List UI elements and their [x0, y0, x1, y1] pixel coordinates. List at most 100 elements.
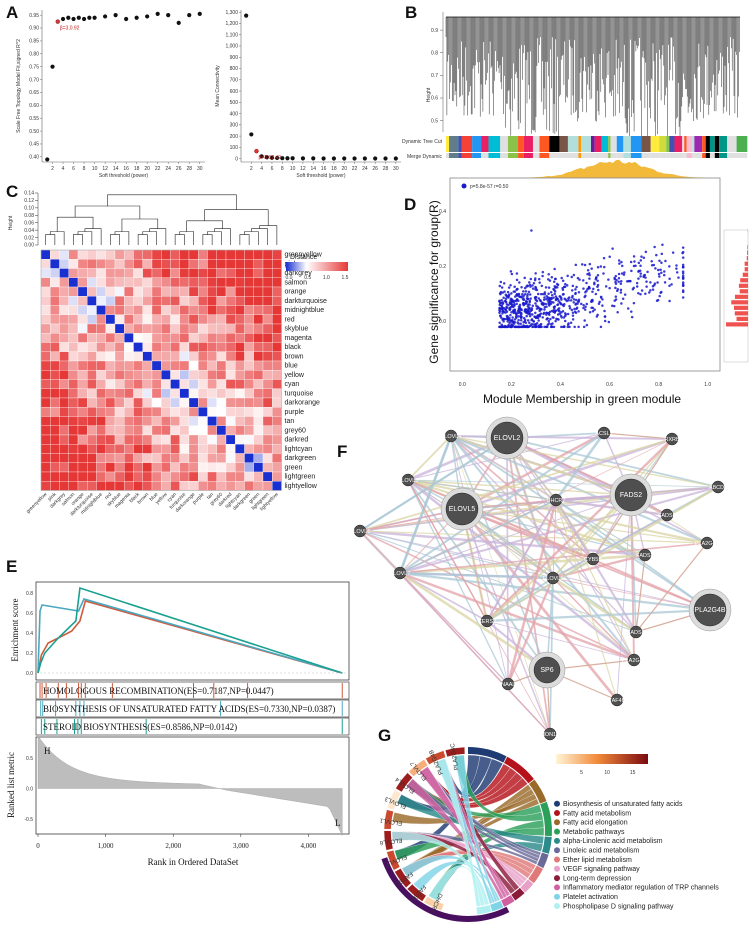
c-heatmap-cell [68, 360, 79, 371]
c-heatmap-cell [179, 462, 190, 473]
c-heatmap-cell [235, 286, 245, 297]
d-point [525, 314, 528, 318]
d-point [528, 321, 531, 324]
d-point [583, 295, 586, 299]
d-point [547, 303, 550, 306]
d-hist-bar [747, 250, 748, 255]
d-point [500, 323, 504, 327]
f-node [501, 677, 515, 691]
c-heatmap-cell [235, 416, 245, 426]
c-heatmap-cell [170, 268, 180, 278]
c-col-label: greenyellow [25, 491, 48, 514]
c-heatmap-cell [272, 407, 282, 417]
c-heatmap-cell [161, 305, 171, 315]
c-heatmap-cell [170, 425, 180, 436]
c-heatmap-cell [114, 259, 125, 269]
c-row-label: grey60 [285, 427, 307, 434]
c-heatmap-cell [225, 481, 236, 491]
d-point [524, 311, 528, 314]
c-heatmap-cell [179, 286, 190, 297]
panel-label-a: A [6, 3, 18, 22]
c-heatmap-cell [77, 323, 88, 334]
c-heatmap-cell [161, 379, 171, 389]
c-heatmap-cell [124, 453, 134, 463]
c-heatmap-cell [105, 444, 116, 454]
c-heatmap-cell [96, 397, 106, 408]
d-point [538, 309, 541, 313]
d-point [528, 306, 531, 309]
d-point [543, 291, 547, 294]
c-heatmap-cell [124, 314, 134, 325]
d-point [574, 288, 577, 291]
d-point [555, 297, 559, 300]
c-heatmap-cell [96, 407, 106, 417]
a2-point [352, 156, 357, 161]
c-heatmap-cell [235, 462, 245, 473]
c-col-label: blue [148, 492, 159, 503]
d-point [590, 306, 593, 310]
c-heatmap-cell [253, 296, 264, 306]
d-point [587, 287, 590, 290]
d-point [583, 308, 587, 311]
c-heatmap-cell [235, 277, 245, 288]
f-edge [399, 553, 646, 575]
c-heatmap-cell [216, 360, 227, 371]
c-dendro-link [202, 234, 213, 245]
d-xtick-label: 0.6 [606, 382, 613, 388]
d-point [509, 297, 513, 300]
d-point [658, 259, 661, 262]
d-point [681, 281, 685, 284]
c-col-label: cyan [166, 492, 178, 504]
a2-ytick-label: 300 [230, 123, 239, 129]
c-heatmap-cell [133, 397, 143, 408]
d-point [577, 291, 581, 294]
c-heatmap-cell [244, 397, 254, 408]
b-bar-dynamic [567, 136, 579, 152]
a1-ytick-label: 0.40 [29, 155, 39, 161]
a1-point [76, 15, 81, 20]
a1-xtick-label: 22 [155, 166, 161, 172]
d-point [550, 296, 553, 300]
c-dendro-ytick-label: 0.14 [24, 191, 34, 197]
c-heatmap-cell [50, 416, 60, 426]
c-row-label: midnightblue [285, 307, 325, 314]
c-heatmap-cell [225, 259, 236, 269]
a2-point [373, 156, 378, 161]
g-ribbon [435, 758, 481, 907]
b-bar-dynamic [684, 136, 687, 152]
e-xtick-label: 4,000 [301, 842, 317, 850]
c-heatmap-cell [87, 434, 97, 445]
c-heatmap-cell [253, 481, 264, 491]
c-heatmap-cell [50, 259, 60, 269]
d-point [563, 285, 567, 289]
c-heatmap-cell [142, 453, 153, 463]
c-heatmap-cell [170, 379, 180, 389]
c-heatmap-cell [179, 296, 190, 306]
c-heatmap-cell [207, 314, 217, 325]
d-point [565, 284, 569, 287]
e-rank-ytick-label: -0.5 [24, 817, 33, 823]
c-heatmap-cell [244, 471, 254, 482]
g-scale-ticks: 5 10 15 [580, 770, 636, 776]
d-point [601, 304, 604, 307]
f-node-label: ELOVL1 [543, 576, 564, 582]
d-point [513, 308, 516, 311]
c-heatmap-cell [96, 416, 106, 426]
c-heatmap-cell [77, 351, 88, 362]
c-heatmap-cell [59, 351, 69, 362]
f-node [480, 614, 494, 628]
c-heatmap-cell [179, 333, 190, 343]
f-node [638, 548, 652, 562]
c-row-label: cyan [285, 381, 300, 388]
a2-point [342, 156, 347, 161]
c-dendro-link [179, 231, 194, 245]
f-edge [552, 514, 668, 579]
c-heatmap-cell [198, 407, 208, 417]
d-point [547, 286, 551, 289]
c-heatmap-cell [40, 351, 51, 362]
c-heatmap-cell [105, 305, 116, 315]
d-point [560, 276, 563, 280]
c-heatmap-cell [114, 314, 125, 325]
f-node [445, 492, 479, 526]
e-es-ytick-label: 0.6 [26, 611, 33, 617]
